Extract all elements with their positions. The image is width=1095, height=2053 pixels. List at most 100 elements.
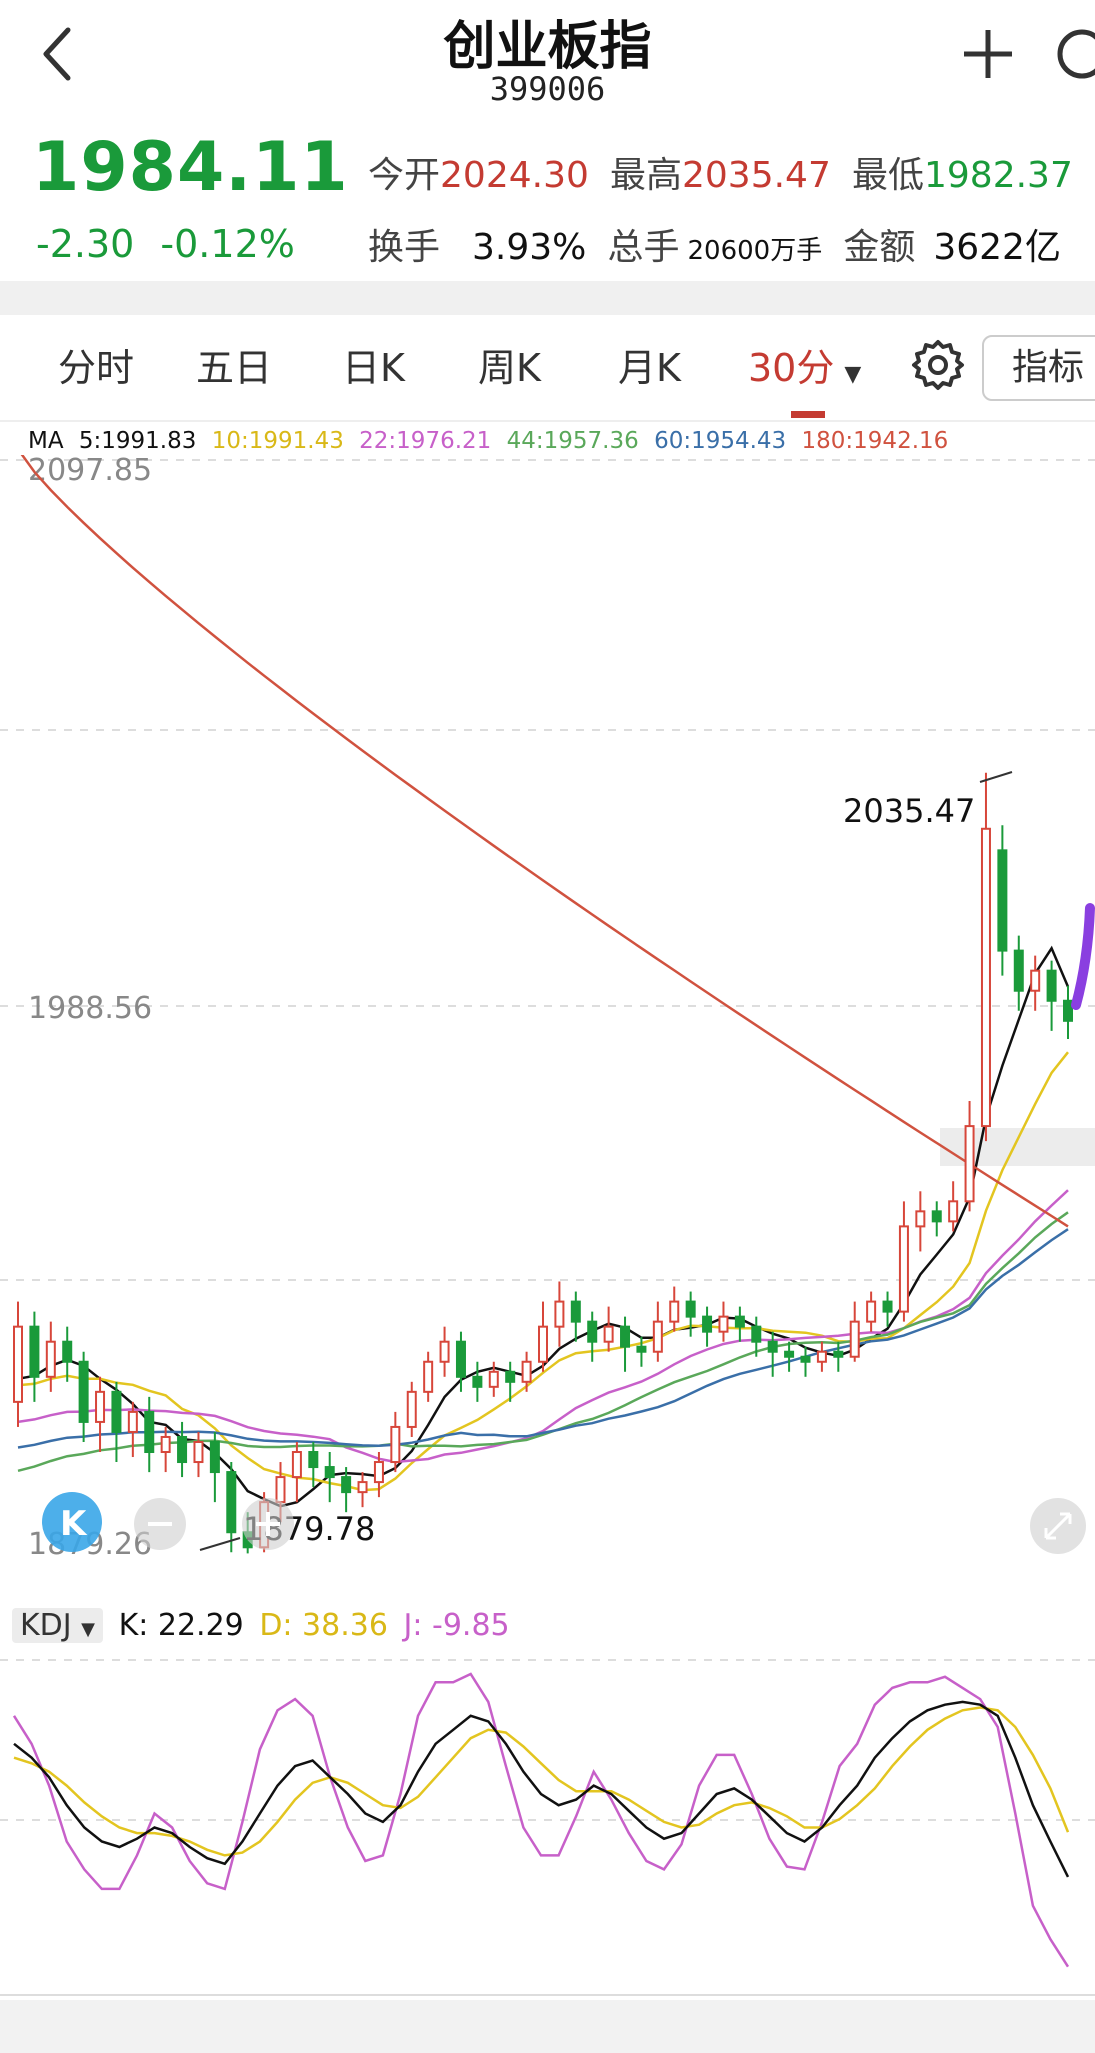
change-value: -2.30 (36, 222, 135, 266)
candle-body (193, 1440, 204, 1464)
candle (160, 1426, 171, 1473)
candle-body (718, 1315, 729, 1333)
stock-code: 399006 (489, 70, 606, 108)
candle (373, 1452, 384, 1498)
ma-prefix: MA (28, 428, 64, 454)
high-annotation: 2035.47 (843, 792, 975, 830)
candle-body (866, 1300, 877, 1323)
candle (209, 1431, 220, 1503)
candle (997, 825, 1008, 976)
candle (734, 1306, 745, 1342)
candle-body (13, 1325, 23, 1403)
candle-body (341, 1476, 352, 1494)
candle-body (898, 1225, 909, 1313)
kdj-d-value: D: 38.36 (259, 1608, 388, 1643)
candle-body (160, 1435, 171, 1454)
candle (29, 1311, 40, 1402)
candle-body (111, 1390, 122, 1433)
candle (570, 1291, 581, 1342)
candle-body (816, 1350, 827, 1363)
tab-weekly-k[interactable]: 周K (478, 346, 541, 390)
low-value: 1982.37 (923, 155, 1073, 196)
fullscreen-icon[interactable] (1030, 1498, 1086, 1554)
candle (226, 1462, 237, 1553)
candle-body (505, 1370, 516, 1383)
low-annotation-leader (199, 1537, 241, 1551)
candle (652, 1301, 663, 1362)
indicator-button[interactable]: 指标 (982, 335, 1095, 401)
tab-30min[interactable]: 30分 ▼ (748, 337, 861, 392)
candle-body (669, 1300, 680, 1323)
candles-group (13, 772, 1073, 1554)
candle (472, 1361, 483, 1402)
candle-body (275, 1476, 286, 1504)
kdj-k-value: K: 22.29 (118, 1608, 244, 1643)
candle (554, 1281, 565, 1347)
candle-body (1063, 999, 1073, 1022)
add-icon[interactable] (958, 24, 1018, 84)
candle-body (587, 1320, 598, 1343)
ma-line-ma180 (20, 455, 1069, 1228)
candle-body (209, 1440, 220, 1474)
candle-body (685, 1300, 696, 1318)
candlestick-chart[interactable]: 2097.85 1988.56 1879.26 2035.47 1879.78 … (0, 455, 1095, 1555)
tab-monthly-k[interactable]: 月K (618, 346, 681, 390)
candle (964, 1101, 975, 1212)
candle-body (45, 1340, 56, 1378)
candle (669, 1286, 680, 1332)
ma5-value: 5:1991.83 (78, 428, 197, 454)
candle (587, 1311, 598, 1362)
candle (13, 1301, 23, 1427)
ma22-value: 22:1976.21 (359, 428, 492, 454)
candle (521, 1351, 532, 1392)
candle-body (882, 1300, 893, 1313)
zoom-out-icon[interactable] (134, 1498, 186, 1550)
zoom-in-icon[interactable] (242, 1498, 294, 1550)
kdj-selector-label: KDJ (20, 1608, 72, 1643)
kdj-chart[interactable] (0, 1655, 1095, 2015)
candle (767, 1331, 778, 1377)
candle (45, 1321, 56, 1392)
candle (816, 1341, 827, 1372)
candle-body (636, 1345, 647, 1353)
candle-body (488, 1370, 499, 1388)
gear-icon[interactable] (910, 337, 966, 393)
candle-body (997, 849, 1008, 952)
candle (423, 1351, 434, 1402)
candle (849, 1301, 860, 1362)
stats-row-1: 今开2024.30 最高2035.47 最低1982.37 (368, 146, 1073, 198)
candle-body (964, 1125, 975, 1203)
candle (144, 1396, 155, 1473)
back-arrow-icon[interactable] (38, 24, 78, 84)
candle-body (406, 1390, 417, 1428)
ma-line-ma10 (17, 1051, 1069, 1492)
candle (800, 1346, 811, 1377)
kdj-line-d (13, 1706, 1070, 1857)
tab-daily-k[interactable]: 日K (342, 346, 405, 390)
kline-logo-icon[interactable]: K (42, 1492, 102, 1552)
candle (538, 1301, 548, 1372)
candle-body (62, 1340, 73, 1363)
candle-body (767, 1340, 778, 1353)
candle (931, 1201, 942, 1237)
quote-header: 创业板指 399006 1984.11 -2.30 -0.12% 今开2024.… (0, 0, 1095, 281)
candle (866, 1291, 877, 1332)
candle-body (751, 1325, 762, 1343)
high-label: 最高 (609, 155, 682, 196)
kdj-selector[interactable]: KDJ ▼ (12, 1608, 104, 1643)
candle (406, 1381, 417, 1437)
ma-line-ma44 (17, 1211, 1069, 1473)
search-icon[interactable] (1052, 24, 1095, 84)
tab-timeshare[interactable]: 分时 (58, 346, 135, 390)
candle (685, 1291, 696, 1337)
volume-value: 20600万手 (687, 236, 823, 266)
candle-body (308, 1451, 319, 1469)
candle-body (357, 1481, 368, 1494)
candle (1030, 955, 1041, 1011)
candle-body (291, 1451, 302, 1479)
tab-five-day[interactable]: 五日 (196, 346, 273, 390)
candle (636, 1336, 647, 1367)
candle-body (521, 1360, 532, 1383)
candle (915, 1191, 926, 1252)
candle-body (554, 1300, 565, 1328)
